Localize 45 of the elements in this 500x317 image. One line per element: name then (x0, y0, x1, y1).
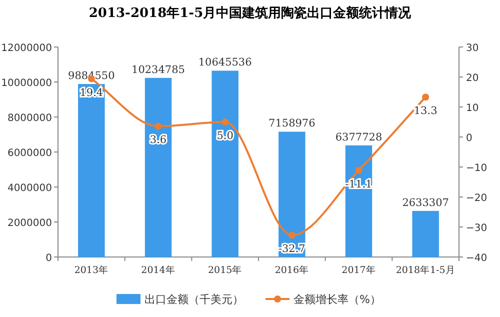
y2-tick-label: −20 (466, 193, 488, 204)
legend-label: 金额增长率（%） (294, 293, 381, 306)
y-tick-label: 6000000 (7, 148, 52, 159)
y2-tick-label: −40 (466, 253, 488, 264)
legend-label: 出口金额（千美元） (144, 293, 244, 306)
point (222, 118, 229, 126)
point (422, 94, 430, 101)
y2-tick-label: 20 (466, 73, 479, 84)
data-label: -32.7 (278, 243, 306, 256)
data-label: 5.0 (216, 130, 234, 142)
bar (412, 210, 439, 257)
y2-tick-label: −30 (466, 223, 488, 234)
data-label: 19.4 (80, 86, 104, 99)
x-tick-label: 2013年 (74, 264, 109, 276)
data-label: 7158976 (268, 118, 316, 130)
point (355, 166, 362, 174)
x-tick-label: 2018年1-5月 (396, 264, 456, 276)
x-tick-label: 2014年 (141, 264, 176, 276)
y-tick-label: 8000000 (7, 113, 52, 124)
data-label: 6377728 (335, 131, 382, 144)
y-tick-label: 2000000 (7, 218, 52, 229)
point (154, 122, 162, 130)
x-tick-label: 2015年 (208, 264, 242, 276)
x-tick-label: 2017年 (342, 264, 376, 276)
bar (278, 132, 306, 257)
point (288, 232, 296, 239)
y-tick-label: 12000000 (1, 43, 52, 54)
data-label: 13.3 (414, 105, 438, 118)
bar (78, 84, 105, 257)
chart-title: 2013-2018年1-5月中国建筑用陶瓷出口金额统计情况 (88, 5, 412, 21)
y2-tick-label: 30 (466, 43, 479, 54)
data-label: 2633307 (402, 196, 449, 209)
data-label: 3.6 (150, 134, 167, 146)
y-tick-label: 10000000 (1, 78, 52, 89)
data-label: 10645536 (198, 56, 252, 69)
bar (212, 70, 238, 257)
bar (345, 145, 372, 257)
data-label: 10234785 (132, 64, 185, 76)
bar (144, 78, 172, 257)
y2-tick-label: −10 (466, 163, 488, 174)
y2-tick-label: 0 (466, 133, 472, 144)
y2-tick-label: 10 (466, 103, 479, 114)
x-tick-label: 2016年 (274, 264, 310, 276)
y-tick-label: 0 (46, 253, 52, 264)
y-tick-label: 4000000 (7, 183, 52, 194)
